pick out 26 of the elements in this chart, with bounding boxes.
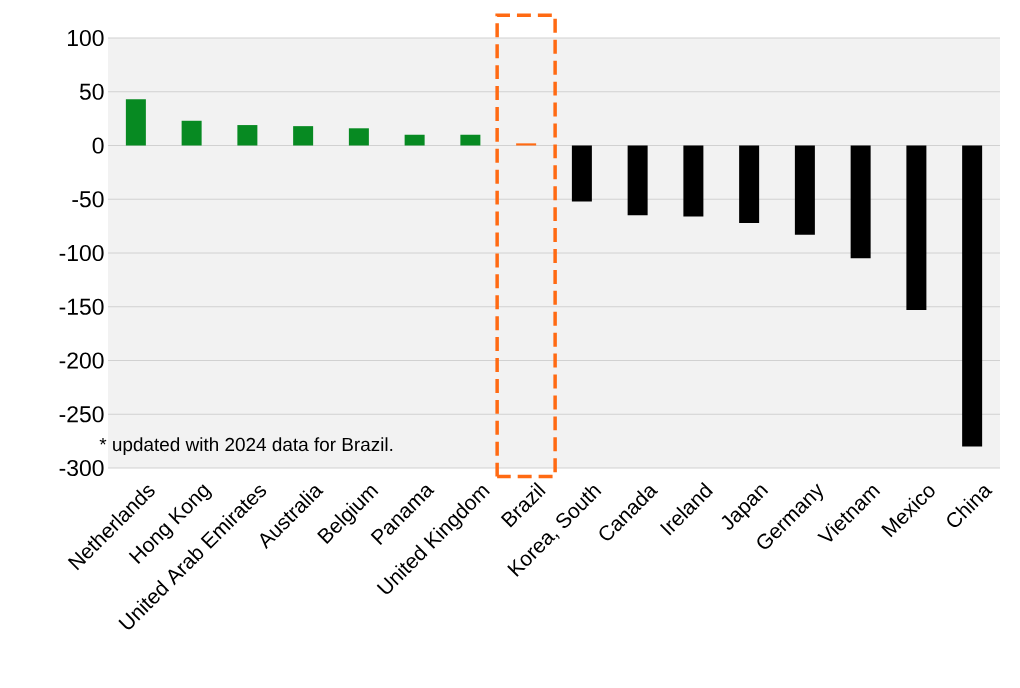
bar [627,145,648,216]
bar [850,145,871,259]
annotation: * updated with 2024 data for Brazil. [99,437,393,455]
bar [962,145,983,447]
bar [293,126,314,146]
y-tick-label: -150 [59,298,104,315]
bar [348,128,369,146]
y-tick-label: -250 [59,406,104,423]
bar [404,134,425,146]
bar [683,145,704,217]
y-tick-label: -300 [59,459,104,477]
bar [906,145,927,310]
y-tick-label: 50 [79,83,104,100]
bar [739,145,760,223]
bar [571,145,592,202]
y-tick-label: -100 [59,244,104,262]
y-tick-label: -200 [59,352,104,369]
bar [125,99,146,146]
y-tick-label: 100 [68,29,104,47]
y-tick-label: 0 [92,137,104,154]
bar [181,120,202,146]
bar [460,134,481,146]
bar [237,125,258,146]
bar [516,143,537,146]
y-tick-label: -50 [72,191,104,208]
bar [794,145,815,235]
